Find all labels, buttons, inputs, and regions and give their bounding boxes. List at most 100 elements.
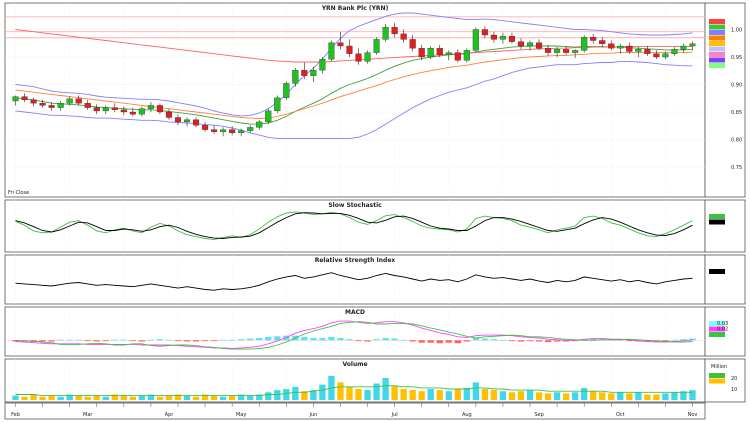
price-overlay-line-2 <box>15 29 693 63</box>
candle-body <box>21 96 28 101</box>
candle-body <box>57 103 64 108</box>
macd-histogram-bar <box>337 338 344 341</box>
y-tick-label: 0.95 <box>731 55 742 61</box>
x-axis-strip <box>4 402 706 420</box>
candle-body <box>671 49 678 54</box>
volume-bar <box>301 391 308 400</box>
volume-bar <box>490 390 498 400</box>
macd-histogram-bar <box>590 338 597 341</box>
panel-title: Slow Stochastic <box>328 202 382 209</box>
volume-bar <box>165 395 173 400</box>
volume-bar <box>111 394 118 400</box>
macd-histogram-bar <box>689 338 696 341</box>
price-overlay-line-1 <box>15 51 693 120</box>
candle-body <box>346 45 353 54</box>
macd-histogram-bar <box>671 339 678 341</box>
legend-swatch <box>709 219 725 225</box>
legend-swatch <box>709 19 725 24</box>
candle-body <box>680 45 687 50</box>
candle-body <box>48 105 55 108</box>
legend-swatch <box>709 46 725 52</box>
candle-body <box>30 99 37 104</box>
price-overlay-line-3 <box>15 12 693 117</box>
candle-body <box>66 98 73 104</box>
macd-histogram-bar <box>283 335 290 341</box>
legend-swatch <box>709 332 725 337</box>
candle-body <box>373 39 380 53</box>
volume-bar <box>526 390 534 400</box>
volume-bar <box>499 391 507 400</box>
volume-bar <box>517 391 525 400</box>
macd-histogram-bar <box>192 340 200 342</box>
candle-body <box>536 42 543 49</box>
macd-histogram-bar <box>373 339 380 341</box>
volume-bar <box>39 396 46 400</box>
candle-body <box>283 83 290 98</box>
volume-bar <box>75 395 82 400</box>
x-period-label: Aug <box>462 412 472 418</box>
x-period-label: Sep <box>534 412 543 418</box>
y-tick-label: 0.90 <box>731 83 742 89</box>
volume-bar <box>671 392 678 400</box>
candle-body <box>653 53 660 58</box>
macd-histogram-bar <box>319 338 326 341</box>
candle-body <box>111 107 118 110</box>
panel-frame-4 <box>4 358 706 403</box>
candle-body <box>499 35 506 40</box>
volume-bar <box>21 396 28 400</box>
macd-histogram-bar <box>427 340 434 343</box>
macd-histogram-bar <box>517 340 525 342</box>
y-tick-label: 0.85 <box>731 110 742 116</box>
axis-panel-0 <box>704 2 746 198</box>
volume-bar <box>680 391 687 400</box>
volume-bar <box>373 383 380 400</box>
x-period-label: Apr <box>165 412 175 418</box>
candle-body <box>463 50 470 61</box>
macd-histogram-bar <box>39 340 46 342</box>
candle-body <box>526 42 534 47</box>
volume-bar <box>30 394 37 400</box>
macd-histogram-bar <box>57 339 64 341</box>
volume-bar <box>84 396 91 400</box>
volume-bar <box>256 394 263 400</box>
volume-bar <box>427 389 434 400</box>
volume-bar <box>66 394 73 400</box>
macd-histogram-bar <box>238 339 245 341</box>
volume-bar <box>599 392 606 400</box>
candle-body <box>265 110 272 123</box>
volume-bar <box>562 393 570 400</box>
candle-body <box>427 48 434 58</box>
indicator-line-0 <box>15 272 693 291</box>
macd-histogram-bar <box>174 340 182 342</box>
volume-bar <box>662 393 669 400</box>
macd-histogram-bar <box>12 340 19 342</box>
x-period-label: Oct <box>616 412 625 418</box>
macd-histogram-bar <box>535 340 543 342</box>
macd-histogram-bar <box>472 338 480 341</box>
volume-bar <box>274 390 281 400</box>
candle-body <box>572 50 579 53</box>
panel-frame-3 <box>4 306 706 357</box>
x-period-label: Mar <box>83 412 93 418</box>
macd-histogram-bar <box>364 340 371 342</box>
macd-histogram-bar <box>490 339 498 341</box>
volume-unit-label: Million <box>711 364 727 370</box>
candle-body <box>256 121 263 128</box>
macd-histogram-bar <box>219 339 227 341</box>
macd-histogram-bar <box>274 336 281 341</box>
macd-histogram-bar <box>328 336 335 341</box>
candle-body <box>183 119 191 123</box>
legend-swatch <box>709 321 725 326</box>
macd-histogram-bar <box>463 340 470 342</box>
macd-histogram-bar <box>562 340 570 342</box>
legend-swatch <box>709 373 725 378</box>
volume-bar <box>192 396 200 400</box>
candle-body <box>454 52 461 61</box>
macd-histogram-bar <box>201 340 209 342</box>
panel-title: Relative Strength Index <box>315 257 396 264</box>
volume-bar <box>283 389 290 400</box>
volume-bar <box>553 392 561 400</box>
legend-swatch <box>709 41 725 46</box>
volume-bar <box>183 395 191 400</box>
